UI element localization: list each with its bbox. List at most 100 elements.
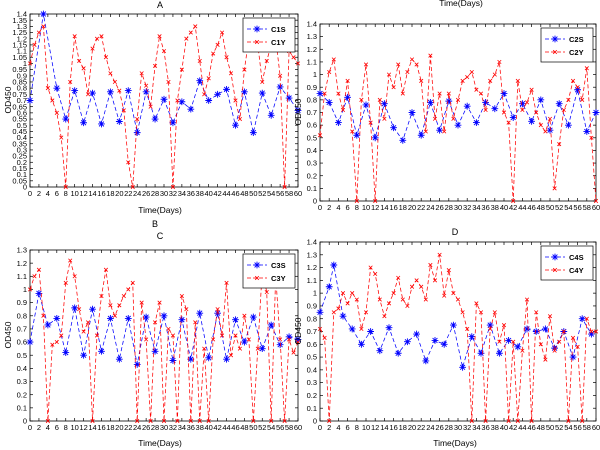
chart-title: C	[157, 231, 164, 241]
chart-panel-b: 0 0.1 0.2 0.3 0.4 0.5 0.6 0.7 0.8 0.9 1 1.1 1.2 1.3 1.…	[293, 20, 600, 212]
data-point-x	[72, 274, 77, 279]
data-point-x	[451, 291, 456, 296]
y-axis-label: OD450	[293, 98, 303, 125]
data-point-star	[486, 321, 494, 329]
y-tick-label: 0.1	[307, 404, 317, 413]
data-point-x	[442, 293, 447, 298]
data-point-x	[575, 344, 580, 349]
legend-entry: C1Y	[247, 38, 286, 47]
data-point-star	[258, 89, 266, 97]
data-point-star	[294, 106, 302, 114]
data-point-star	[142, 88, 150, 96]
y-tick-label: 1.05	[12, 53, 27, 62]
data-point-star	[546, 126, 554, 134]
data-point-star	[413, 330, 420, 338]
y-tick-label: 1	[23, 59, 27, 68]
y-tick-label: 1.35	[12, 16, 27, 25]
data-point-star	[588, 330, 595, 338]
data-point-x	[538, 123, 543, 128]
legend-box	[540, 245, 594, 281]
data-point-x	[90, 46, 95, 51]
y-tick-label: 1.3	[17, 246, 27, 255]
data-point-x	[282, 418, 287, 424]
data-point-x	[228, 353, 234, 358]
data-point-x	[534, 110, 539, 115]
x-tick-label: 40	[500, 423, 508, 432]
data-point-star	[267, 321, 275, 329]
x-tick-label: 54	[267, 189, 275, 198]
data-point-x	[460, 310, 465, 315]
data-point-x	[432, 278, 438, 283]
data-point-star	[258, 345, 266, 353]
data-point-x	[286, 337, 292, 342]
data-point-x	[233, 333, 238, 338]
data-point-star	[160, 95, 168, 103]
data-point-x	[336, 91, 341, 96]
x-tick-label: 36	[481, 203, 489, 212]
data-point-x	[405, 303, 410, 309]
data-point-x	[121, 108, 126, 113]
data-point-x	[94, 333, 100, 338]
data-point-x	[534, 310, 539, 315]
data-point-x	[103, 55, 109, 60]
x-tick-label: 0	[28, 423, 32, 432]
x-tick-label: 30	[454, 203, 462, 212]
x-tick-label: 24	[426, 203, 434, 212]
data-point-x	[233, 98, 238, 103]
data-point-x	[99, 34, 104, 39]
data-point-star	[53, 84, 61, 92]
data-point-star	[40, 10, 47, 18]
data-point-x	[63, 280, 68, 285]
data-point-star	[187, 355, 195, 363]
y-tick-label: 1.1	[17, 272, 27, 281]
data-point-x	[139, 71, 144, 76]
data-point-star	[71, 304, 79, 312]
x-tick-label: 14	[88, 423, 96, 432]
data-point-x	[529, 418, 534, 424]
data-point-x	[557, 142, 562, 147]
y-tick-label: 0.2	[17, 390, 27, 399]
data-point-star	[53, 315, 61, 322]
data-point-x	[81, 66, 86, 71]
data-point-star	[436, 126, 443, 134]
data-point-x	[593, 329, 599, 334]
data-point-x	[322, 91, 327, 96]
legend-marker-star	[551, 35, 559, 43]
y-tick-label: 0.2	[307, 171, 317, 180]
y-tick-label: 0.1	[307, 184, 317, 193]
data-point-x	[278, 73, 283, 78]
legend-entry: C3Y	[247, 274, 286, 283]
data-point-star	[316, 308, 324, 316]
x-tick-label: 0	[318, 423, 322, 432]
data-point-x	[437, 252, 442, 257]
data-point-x	[511, 198, 516, 204]
legend-marker-x	[552, 49, 558, 55]
data-point-x	[409, 284, 415, 289]
data-point-x	[478, 310, 484, 315]
y-tick-label: 0	[313, 197, 317, 206]
data-point-x	[81, 329, 86, 334]
data-point-star	[408, 109, 416, 116]
data-point-x	[524, 100, 530, 105]
data-point-star	[417, 131, 425, 139]
x-tick-label: 22	[417, 423, 425, 432]
data-point-star	[124, 87, 132, 95]
y-tick-label: 0.65	[12, 102, 27, 111]
x-tick-label: 24	[133, 189, 141, 198]
data-point-x	[377, 297, 382, 302]
data-point-star	[463, 102, 471, 110]
y-tick-label: 0.05	[12, 176, 27, 185]
x-tick-label: 54	[564, 203, 572, 212]
data-point-x	[529, 87, 534, 92]
x-tick-label: 6	[55, 189, 59, 198]
data-point-star	[89, 89, 96, 97]
x-tick-label: 22	[124, 189, 132, 198]
data-point-x	[566, 418, 571, 424]
y-tick-label: 0.8	[17, 311, 27, 320]
x-tick-label: 12	[79, 423, 87, 432]
data-point-star	[223, 355, 230, 363]
data-point-star	[542, 325, 549, 333]
x-tick-label: 28	[151, 189, 159, 198]
legend-entry: C4S	[545, 253, 584, 262]
data-point-x	[437, 91, 442, 96]
